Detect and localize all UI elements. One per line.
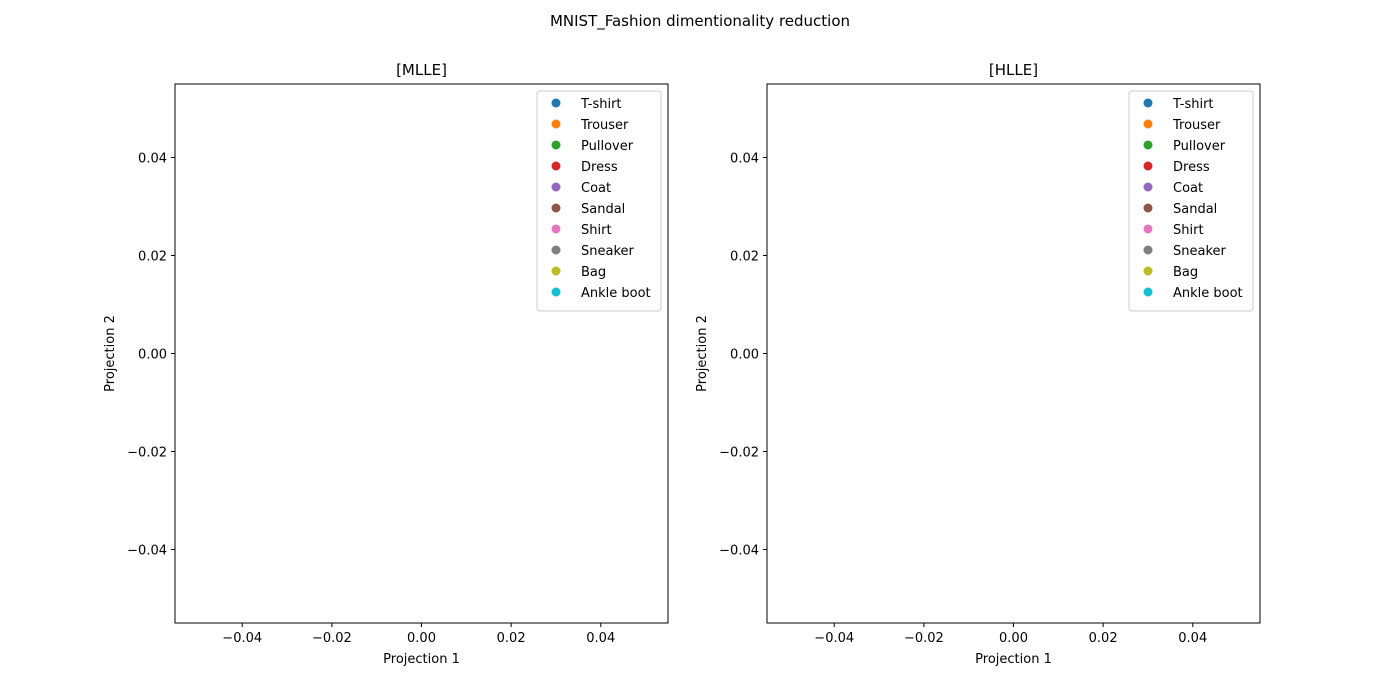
legend-label: Ankle boot — [1173, 286, 1243, 301]
hlle-subplot: [HLLE] −0.04 −0.02 0.00 0.02 0.04 −0.04 −0.02 0.… — [695, 61, 1261, 667]
legend-marker — [1143, 287, 1153, 297]
legend-label: Bag — [581, 265, 606, 280]
x-axis-label: Projection 1 — [383, 652, 460, 667]
legend — [1128, 90, 1254, 312]
legend-label: Trouser — [580, 118, 629, 133]
x-tick-label: −0.02 — [904, 631, 944, 646]
y-tick-label: 0.04 — [730, 152, 759, 167]
legend-label: Ankle boot — [581, 286, 651, 301]
x-tick-label: 0.00 — [407, 631, 436, 646]
y-axis-label: Projection 2 — [103, 315, 118, 392]
legend-marker — [1143, 182, 1153, 192]
y-tick-label: −0.02 — [127, 446, 167, 461]
subplot-title: [MLLE] — [396, 61, 447, 79]
legend-label: Coat — [581, 181, 611, 196]
y-tick-label: 0.00 — [730, 348, 759, 363]
legend-label: Sandal — [1173, 202, 1217, 217]
y-tick-label: 0.04 — [138, 152, 167, 167]
legend-marker — [551, 182, 561, 192]
y-tick-label: −0.04 — [127, 544, 167, 559]
x-tick-label: 0.02 — [497, 631, 526, 646]
legend-label: Dress — [1173, 160, 1210, 175]
y-tick-label: 0.00 — [138, 348, 167, 363]
y-tick-label: −0.04 — [719, 544, 759, 559]
legend-marker — [551, 287, 561, 297]
legend-label: Pullover — [1173, 139, 1226, 154]
legend-marker — [1143, 98, 1153, 108]
legend-label: Shirt — [1173, 223, 1204, 238]
legend-marker — [551, 119, 561, 129]
legend-label: Pullover — [581, 139, 634, 154]
legend-marker — [1143, 203, 1153, 213]
y-tick-label: 0.02 — [138, 250, 167, 265]
x-tick-label: −0.02 — [312, 631, 352, 646]
mlle-subplot: [MLLE] −0.04 −0.02 0.00 0.02 0.04 −0.04 −0.02 0.… — [103, 61, 669, 667]
x-tick-label: −0.04 — [222, 631, 262, 646]
legend-marker — [1143, 245, 1153, 255]
legend-label: Sneaker — [581, 244, 635, 259]
legend-marker — [551, 224, 561, 234]
legend-marker — [551, 266, 561, 276]
y-tick-label: 0.02 — [730, 250, 759, 265]
legend-marker — [551, 203, 561, 213]
legend-label: T-shirt — [580, 97, 622, 112]
figure-title: MNIST_Fashion dimentionality reduction — [550, 12, 850, 31]
legend-label: T-shirt — [1172, 97, 1214, 112]
subplot-title: [HLLE] — [989, 61, 1038, 79]
x-axis-label: Projection 1 — [975, 652, 1052, 667]
x-tick-label: 0.04 — [1178, 631, 1207, 646]
y-tick-label: −0.02 — [719, 446, 759, 461]
legend-marker — [1143, 140, 1153, 150]
legend-marker — [551, 245, 561, 255]
legend-label: Trouser — [1172, 118, 1221, 133]
legend-marker — [551, 140, 561, 150]
legend-label: Dress — [581, 160, 618, 175]
legend-label: Coat — [1173, 181, 1203, 196]
legend-marker — [551, 161, 561, 171]
legend-marker — [1143, 266, 1153, 276]
y-axis-label: Projection 2 — [695, 315, 710, 392]
x-tick-label: 0.02 — [1089, 631, 1118, 646]
legend-marker — [1143, 224, 1153, 234]
legend-marker — [1143, 161, 1153, 171]
legend-marker — [551, 98, 561, 108]
legend-label: Bag — [1173, 265, 1198, 280]
legend-label: Sandal — [581, 202, 625, 217]
legend-marker — [1143, 119, 1153, 129]
legend-label: Shirt — [581, 223, 612, 238]
x-tick-label: 0.04 — [586, 631, 615, 646]
x-tick-label: 0.00 — [999, 631, 1028, 646]
x-tick-label: −0.04 — [814, 631, 854, 646]
legend-label: Sneaker — [1173, 244, 1227, 259]
legend — [536, 90, 662, 312]
